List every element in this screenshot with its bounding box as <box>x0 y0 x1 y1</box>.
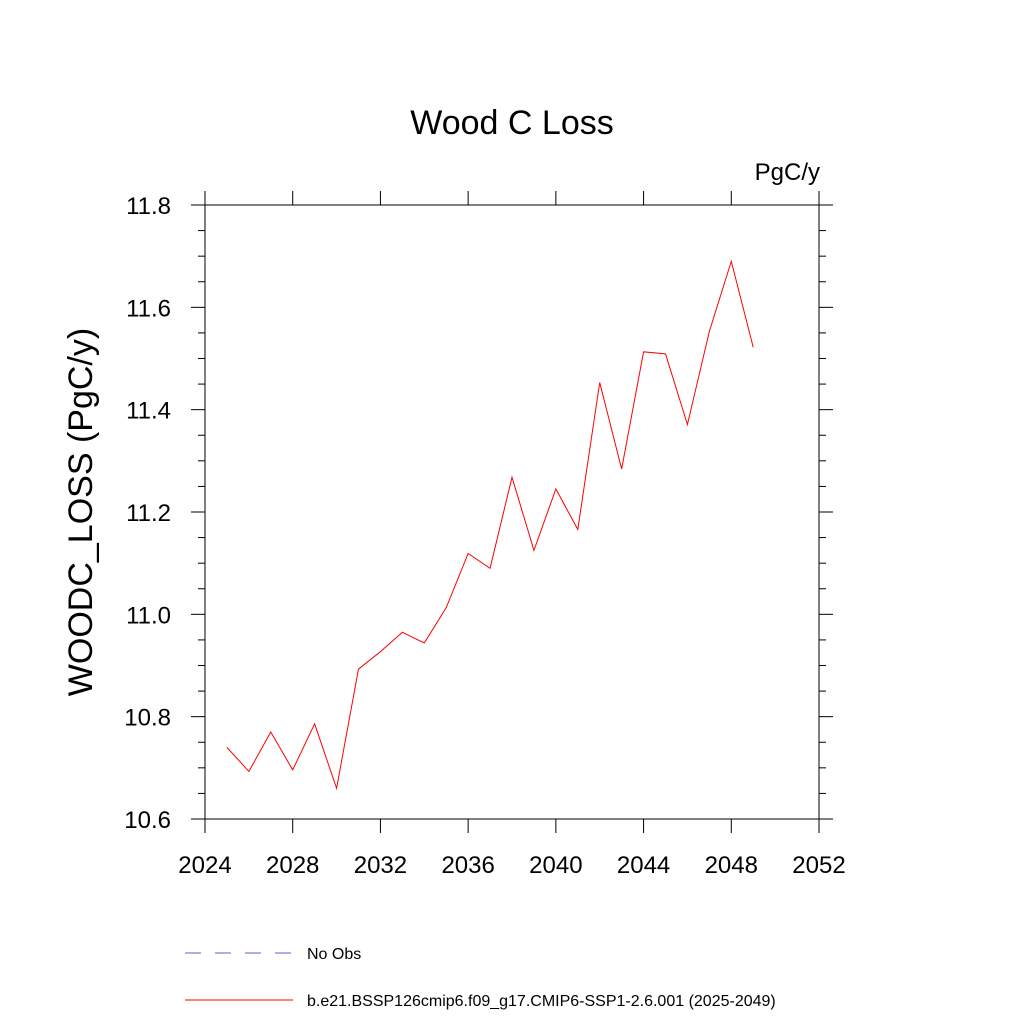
series-layer <box>226 259 754 791</box>
plot-frame <box>204 204 820 820</box>
units-label: PgC/y <box>755 159 820 186</box>
legend: No Obs b.e21.BSSP126cmip6.f09_g17.CMIP6-S… <box>185 946 776 1010</box>
y-axis: 10.6 10.8 11.0 11.2 11.4 11.6 11.8 <box>124 193 833 834</box>
x-tick-label: 2040 <box>529 852 582 879</box>
x-tick-label: 2052 <box>792 852 845 879</box>
y-tick-label: 11.8 <box>126 193 171 220</box>
y-tick-label: 10.8 <box>124 705 171 732</box>
legend-label-1: b.e21.BSSP126cmip6.f09_g17.CMIP6-SSP1-2.… <box>307 993 776 1010</box>
x-axis: 2024 2028 2032 2036 2040 2044 2048 2052 <box>178 191 846 879</box>
x-tick-label: 2024 <box>178 852 231 879</box>
y-tick-label: 11.4 <box>126 398 171 425</box>
legend-label-0: No Obs <box>307 946 361 963</box>
chart-title: Wood C Loss <box>410 104 613 142</box>
x-tick-label: 2036 <box>441 852 494 879</box>
x-tick-label: 2048 <box>705 852 758 879</box>
series-line-1 <box>226 259 754 791</box>
x-tick-label: 2032 <box>354 852 407 879</box>
x-tick-label: 2028 <box>266 852 319 879</box>
y-tick-label: 11.2 <box>126 500 171 527</box>
y-tick-label: 10.6 <box>124 807 171 834</box>
x-tick-label: 2044 <box>617 852 670 879</box>
y-axis-label: WOODC_LOSS (PgC/y) <box>62 328 100 696</box>
y-tick-label: 11.0 <box>126 602 171 629</box>
y-tick-label: 11.6 <box>126 295 171 322</box>
